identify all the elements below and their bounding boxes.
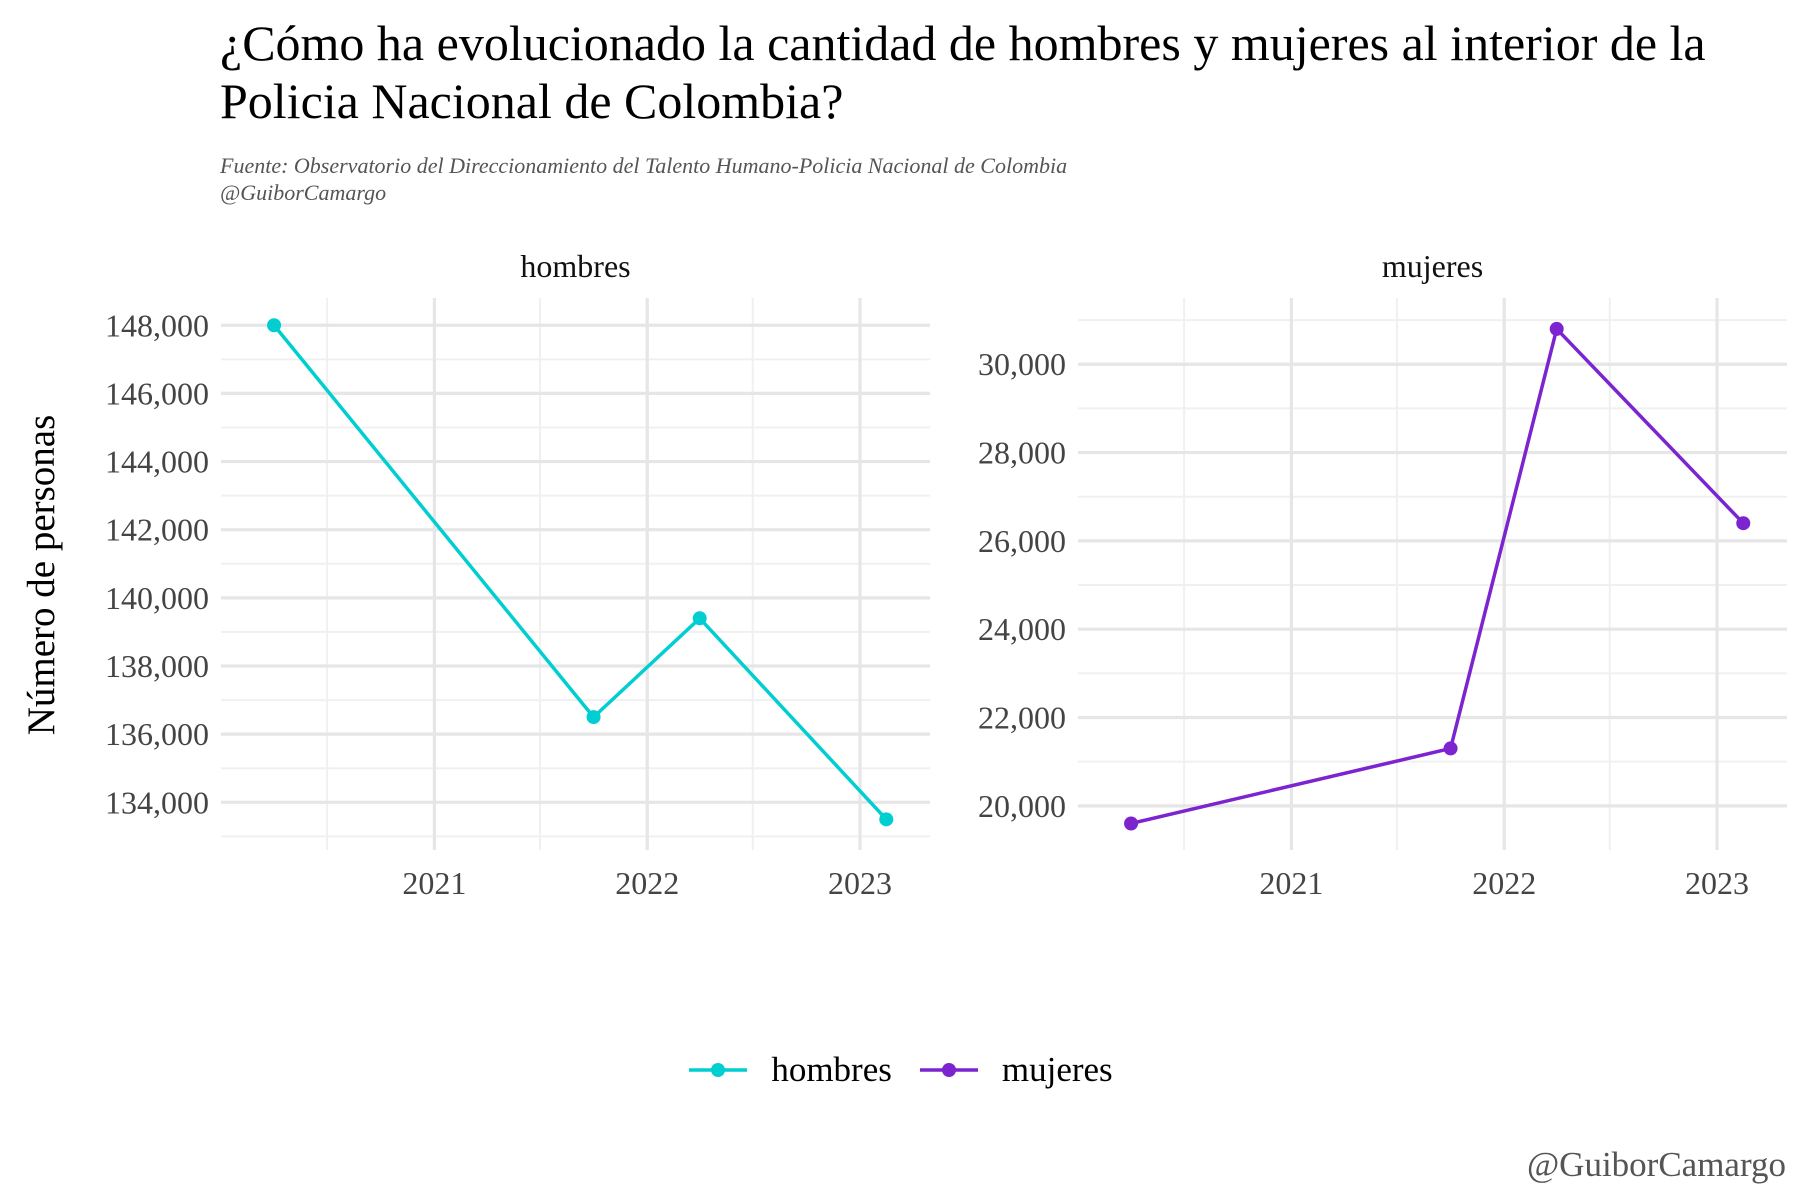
chart-subtitle: Fuente: Observatorio del Direccionamient…	[220, 152, 1720, 206]
x-tick-label: 2023	[1685, 865, 1749, 901]
data-point-hombres	[692, 611, 707, 626]
y-tick-label: 28,000	[978, 435, 1066, 471]
legend-item-hombres: hombres	[687, 1050, 892, 1090]
y-tick-label: 138,000	[105, 648, 209, 684]
x-tick-label: 2022	[1472, 865, 1536, 901]
y-tick-label: 146,000	[105, 375, 209, 411]
panel-strip-label: hombres	[520, 248, 630, 284]
subtitle-handle: @GuiborCamargo	[220, 180, 387, 205]
x-tick-label: 2021	[1259, 865, 1323, 901]
y-tick-label: 140,000	[105, 580, 209, 616]
data-point-mujeres	[1549, 321, 1564, 336]
data-point-hombres	[879, 812, 894, 827]
chart-title: ¿Cómo ha evolucionado la cantidad de hom…	[220, 15, 1706, 129]
legend-label-mujeres: mujeres	[1001, 1050, 1113, 1089]
y-axis-title: Número de personas	[20, 415, 63, 736]
data-point-mujeres	[1736, 516, 1751, 531]
y-tick-label: 22,000	[978, 700, 1066, 736]
y-tick-label: 136,000	[105, 716, 209, 752]
series-line-hombres	[272, 324, 888, 821]
data-point-hombres	[586, 710, 601, 725]
y-tick-label: 134,000	[105, 784, 209, 820]
legend: hombres mujeres	[0, 1040, 1800, 1100]
x-tick-label: 2023	[828, 865, 892, 901]
data-point-mujeres	[1443, 741, 1458, 756]
legend-item-mujeres: mujeres	[918, 1050, 1113, 1090]
x-tick-label: 2021	[402, 865, 466, 901]
data-point-hombres	[267, 318, 282, 333]
caption: @GuiborCamargo	[1526, 1145, 1786, 1184]
y-tick-label: 26,000	[978, 523, 1066, 559]
legend-label-hombres: hombres	[771, 1050, 892, 1089]
x-tick-label: 2022	[615, 865, 679, 901]
y-tick-label: 142,000	[105, 512, 209, 548]
y-tick-label: 30,000	[978, 346, 1066, 382]
series-line-mujeres	[1130, 327, 1745, 826]
data-point-mujeres	[1124, 816, 1139, 831]
legend-key-mujeres	[919, 1063, 978, 1077]
y-tick-label: 148,000	[105, 307, 209, 343]
subtitle-source: Fuente: Observatorio del Direccionamient…	[220, 153, 1068, 178]
y-tick-label: 24,000	[978, 611, 1066, 647]
panel-strip-label: mujeres	[1382, 248, 1483, 284]
legend-key-hombres	[689, 1063, 748, 1077]
y-tick-label: 144,000	[105, 444, 209, 480]
y-tick-label: 20,000	[978, 788, 1066, 824]
